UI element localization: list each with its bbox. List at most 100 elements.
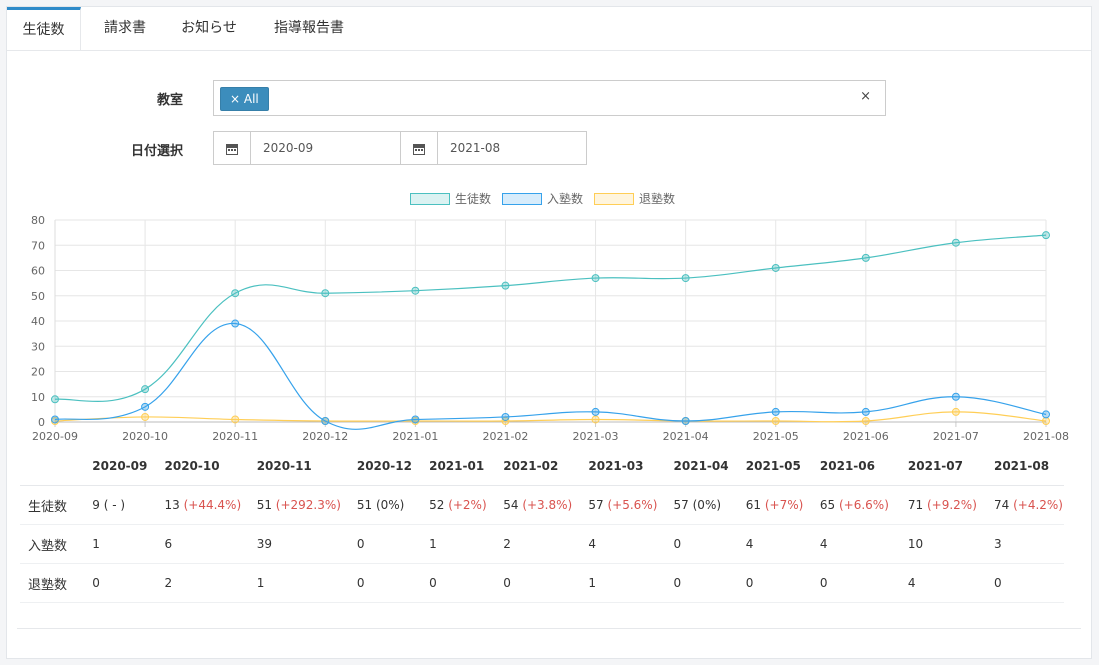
tab-students[interactable]: 生徒数 <box>7 7 81 50</box>
cell-value: 2 <box>503 537 511 551</box>
y-tick-label: 20 <box>31 366 45 379</box>
table-cell: 52 (+2%) <box>428 485 503 525</box>
table-header-row: 2020-09 2020-10 2020-11 2020-12 2021-01 2021-… <box>20 446 1064 486</box>
y-tick-label: 60 <box>31 265 45 278</box>
row-label: 退塾数 <box>20 563 92 603</box>
tab-reports[interactable]: 指導報告書 <box>274 20 344 36</box>
data-point-enrolled <box>141 402 150 411</box>
data-point-enrolled <box>951 392 960 401</box>
table-cell: 54 (+3.8%) <box>502 485 588 525</box>
table-cell: 1 <box>587 563 673 603</box>
data-point-enrolled <box>321 417 330 425</box>
x-tick-label: 2021-06 <box>843 430 889 443</box>
x-tick-label: 2021-02 <box>482 430 528 443</box>
x-tick-label: 2021-08 <box>1023 430 1069 443</box>
cell-change: (0%) <box>688 498 722 512</box>
data-point-students <box>411 286 420 295</box>
y-tick-label: 50 <box>31 290 45 303</box>
legend-label: 入塾数 <box>547 192 584 206</box>
cell-value: 65 <box>819 498 836 512</box>
cell-value: 71 <box>907 498 924 512</box>
cell-change: (+3.8%) <box>518 498 573 512</box>
legend-item-enrolled[interactable]: 入塾数 <box>502 190 583 207</box>
cell-value: 0 <box>503 576 511 590</box>
table-cell: 4 <box>906 563 993 603</box>
y-tick-label: 30 <box>31 340 45 353</box>
data-point-enrolled <box>51 415 59 424</box>
data-point-enrolled <box>1042 410 1050 419</box>
series-line-enrolled <box>54 322 1047 430</box>
clear-icon[interactable]: × <box>860 89 871 104</box>
cell-value: 1 <box>588 576 597 590</box>
data-point-enrolled <box>411 415 420 424</box>
divider <box>17 628 1081 629</box>
cell-value: 51 <box>256 498 272 512</box>
cell-value: 0 <box>745 576 754 590</box>
cell-change: (+5.6%) <box>603 498 658 512</box>
x-tick-label: 2021-03 <box>573 430 619 443</box>
table-header-month: 2020-10 <box>163 446 256 486</box>
tab-notices[interactable]: お知らせ <box>181 20 237 36</box>
cell-value: 0 <box>673 576 682 590</box>
table-header-month: 2021-08 <box>992 446 1064 486</box>
cell-value: 0 <box>92 576 100 590</box>
classroom-chip-all[interactable]: × All <box>220 87 269 111</box>
data-point-withdrawn <box>861 417 870 425</box>
data-point-withdrawn <box>231 415 240 424</box>
cell-value: 74 <box>993 498 1010 512</box>
date-to-input[interactable]: 2021-08 <box>450 141 501 155</box>
cell-change: (+292.3%) <box>271 498 341 512</box>
table-cell: 13 (+44.4%) <box>163 485 256 525</box>
cell-value: 1 <box>429 537 437 551</box>
cell-value: 4 <box>907 576 916 590</box>
calendar-icon[interactable] <box>401 132 438 164</box>
legend-item-withdrawn[interactable]: 退塾数 <box>594 190 675 207</box>
table-header-month: 2021-02 <box>502 446 588 486</box>
tab-invoices[interactable]: 請求書 <box>104 20 146 36</box>
table-cell: 65 (+6.6%) <box>818 485 907 525</box>
cell-value: 0 <box>819 576 828 590</box>
cell-value: 51 <box>356 498 373 512</box>
table-header-month: 2021-04 <box>672 446 745 486</box>
y-tick-label: 0 <box>38 416 45 429</box>
data-point-enrolled <box>861 407 870 416</box>
data-point-enrolled <box>771 407 780 416</box>
data-point-students <box>681 274 690 283</box>
data-point-students <box>51 395 59 404</box>
table-cell: 2 <box>163 563 256 603</box>
cell-value: 13 <box>164 498 180 512</box>
legend-item-students[interactable]: 生徒数 <box>410 190 491 207</box>
cell-value: 61 <box>745 498 762 512</box>
table-cell: 10 <box>906 524 993 564</box>
table-cell: 0 <box>818 563 907 603</box>
date-from-input[interactable]: 2020-09 <box>251 132 401 164</box>
table-cell: 51 (0%) <box>355 485 429 525</box>
row-label: 入塾数 <box>20 524 92 564</box>
table-cell: 4 <box>818 524 907 564</box>
data-point-enrolled <box>591 407 600 416</box>
table-cell: 0 <box>502 563 588 603</box>
data-point-students <box>771 263 780 272</box>
calendar-icon[interactable] <box>214 132 251 164</box>
cell-value: 52 <box>429 498 445 512</box>
data-point-withdrawn <box>951 407 960 416</box>
row-label: 生徒数 <box>20 485 92 525</box>
cell-value: 2 <box>164 576 173 590</box>
date-label: 日付選択 <box>130 144 183 159</box>
data-point-students <box>141 385 150 394</box>
cell-value: 4 <box>745 537 754 551</box>
cell-value: 0 <box>429 576 437 590</box>
data-point-students <box>861 253 870 262</box>
legend-swatch <box>502 192 542 205</box>
cell-value: 6 <box>164 537 173 551</box>
table-cell: 0 <box>992 563 1064 603</box>
data-point-students <box>591 274 600 283</box>
table-cell: 0 <box>744 563 819 603</box>
table-cell: 1 <box>255 563 356 603</box>
cell-value: 54 <box>503 498 519 512</box>
x-tick-label: 2020-10 <box>122 430 168 443</box>
table-cell: 74 (+4.2%) <box>992 485 1064 525</box>
x-tick-label: 2020-12 <box>302 430 348 443</box>
classroom-select[interactable]: × All × <box>213 80 886 116</box>
data-point-enrolled <box>231 319 240 328</box>
